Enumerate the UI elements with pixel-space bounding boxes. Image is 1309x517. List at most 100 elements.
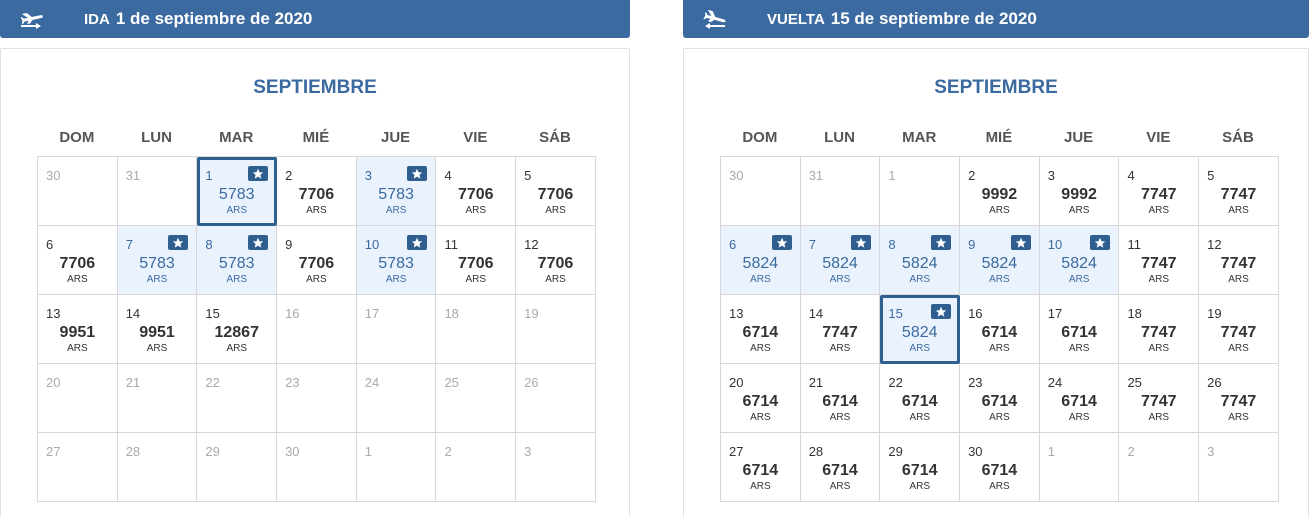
fare-price: 5783	[218, 186, 255, 203]
outbound-direction-label: IDA	[84, 10, 110, 28]
day-cell[interactable]: 13 6714 ARS	[721, 295, 801, 364]
currency-label: ARS	[226, 343, 247, 354]
day-cell[interactable]: 28 6714 ARS	[800, 433, 881, 502]
departure-plane-icon	[16, 0, 64, 38]
day-cell: 30	[38, 157, 118, 226]
day-cell[interactable]: 20 6714 ARS	[721, 364, 801, 433]
day-number: 4	[1127, 168, 1135, 183]
day-cell[interactable]: 23 6714 ARS	[960, 364, 1040, 433]
currency-label: ARS	[750, 481, 771, 492]
day-cell[interactable]: 10 5783 ARS	[356, 226, 437, 295]
day-number: 21	[125, 375, 141, 390]
day-number: 12	[1207, 237, 1222, 252]
day-cell[interactable]: 18 7747 ARS	[1119, 295, 1200, 364]
day-cell[interactable]: 26 7747 ARS	[1199, 364, 1279, 433]
day-cell[interactable]: 14 9951 ARS	[117, 295, 198, 364]
day-cell[interactable]: 8 5824 ARS	[880, 226, 961, 295]
return-direction-label: VUELTA	[767, 10, 825, 28]
day-number: 5	[1207, 168, 1215, 183]
day-cell[interactable]: 7 5783 ARS	[117, 226, 198, 295]
day-cell[interactable]: 3 5783 ARS	[356, 157, 437, 226]
day-cell[interactable]: 4 7747 ARS	[1119, 157, 1200, 226]
fare-price: 9951	[59, 324, 96, 341]
currency-label: ARS	[146, 274, 168, 285]
currency-label: ARS	[67, 274, 88, 285]
day-cell[interactable]: 15 12867 ARS	[197, 295, 278, 364]
day-number: 10	[1047, 237, 1063, 252]
currency-label: ARS	[989, 412, 1010, 423]
day-cell[interactable]: 2 9992 ARS	[960, 157, 1040, 226]
day-cell[interactable]: 11 7747 ARS	[1119, 226, 1200, 295]
promo-star-ticket-icon	[168, 235, 189, 250]
selected-day-cell[interactable]: 1 5783 ARS	[197, 157, 278, 226]
day-number: 2	[444, 444, 452, 459]
day-cell[interactable]: 17 6714 ARS	[1039, 295, 1120, 364]
day-cell[interactable]: 11 7706 ARS	[436, 226, 517, 295]
outbound-month-title: SEPTIEMBRE	[253, 77, 377, 98]
day-cell[interactable]: 22 6714 ARS	[880, 364, 961, 433]
day-number: 20	[46, 375, 61, 390]
fare-price: 6714	[1061, 393, 1097, 410]
promo-star-ticket-icon	[931, 235, 952, 250]
weekday-label: LUN	[141, 129, 172, 146]
day-number: 14	[125, 306, 141, 321]
weekday-label: MIÉ	[302, 129, 330, 146]
day-cell[interactable]: 10 5824 ARS	[1039, 226, 1120, 295]
day-cell[interactable]: 7 5824 ARS	[800, 226, 881, 295]
currency-label: ARS	[1068, 205, 1090, 216]
day-cell[interactable]: 19 7747 ARS	[1199, 295, 1279, 364]
fare-price: 7747	[1140, 324, 1177, 341]
day-number: 30	[46, 168, 61, 183]
day-cell: 2	[1119, 433, 1200, 502]
day-cell: 16	[277, 295, 357, 364]
day-cell[interactable]: 21 6714 ARS	[800, 364, 881, 433]
day-number: 3	[1207, 444, 1215, 459]
day-number: 2	[285, 168, 293, 183]
day-cell[interactable]: 9 5824 ARS	[960, 226, 1040, 295]
day-cell[interactable]: 5 7706 ARS	[516, 157, 596, 226]
day-cell[interactable]: 2 7706 ARS	[277, 157, 357, 226]
day-cell[interactable]: 4 7706 ARS	[436, 157, 517, 226]
day-cell[interactable]: 25 7747 ARS	[1119, 364, 1200, 433]
promo-star-ticket-icon	[771, 235, 792, 250]
day-cell[interactable]: 16 6714 ARS	[960, 295, 1040, 364]
day-cell[interactable]: 12 7747 ARS	[1199, 226, 1279, 295]
fare-price: 7706	[537, 186, 574, 203]
day-cell[interactable]: 9 7706 ARS	[277, 226, 357, 295]
day-cell[interactable]: 8 5783 ARS	[197, 226, 278, 295]
currency-label: ARS	[750, 274, 771, 285]
day-number: 22	[888, 375, 903, 390]
day-cell[interactable]: 6 7706 ARS	[38, 226, 118, 295]
day-number: 19	[1207, 306, 1222, 321]
day-cell[interactable]: 12 7706 ARS	[516, 226, 596, 295]
fare-price: 6714	[981, 462, 1018, 479]
currency-label: ARS	[306, 274, 327, 285]
currency-label: ARS	[545, 274, 566, 285]
day-number: 14	[808, 306, 824, 321]
currency-label: ARS	[465, 274, 487, 285]
day-cell[interactable]: 3 9992 ARS	[1039, 157, 1120, 226]
day-number: 25	[1127, 375, 1142, 390]
day-cell[interactable]: 14 7747 ARS	[800, 295, 881, 364]
day-cell[interactable]: 24 6714 ARS	[1039, 364, 1120, 433]
day-cell: 24	[356, 364, 437, 433]
day-cell: 31	[117, 157, 198, 226]
day-number: 5	[524, 168, 532, 183]
day-number: 1	[205, 168, 213, 183]
day-number: 29	[888, 444, 903, 459]
fare-price: 6714	[901, 393, 938, 410]
fare-price: 7706	[457, 255, 494, 272]
day-cell[interactable]: 30 6714 ARS	[960, 433, 1040, 502]
currency-label: ARS	[1068, 412, 1090, 423]
day-cell: 19	[516, 295, 596, 364]
fare-price: 7706	[298, 186, 335, 203]
day-cell[interactable]: 5 7747 ARS	[1199, 157, 1279, 226]
day-cell[interactable]: 29 6714 ARS	[880, 433, 961, 502]
day-cell[interactable]: 27 6714 ARS	[721, 433, 801, 502]
selected-day-cell[interactable]: 15 5824 ARS	[880, 295, 961, 364]
outbound-header: IDA 1 de septiembre de 2020	[0, 0, 630, 38]
day-cell[interactable]: 6 5824 ARS	[721, 226, 801, 295]
day-cell[interactable]: 13 9951 ARS	[38, 295, 118, 364]
fare-price: 7747	[1140, 255, 1177, 272]
weekday-label: LUN	[824, 129, 855, 146]
